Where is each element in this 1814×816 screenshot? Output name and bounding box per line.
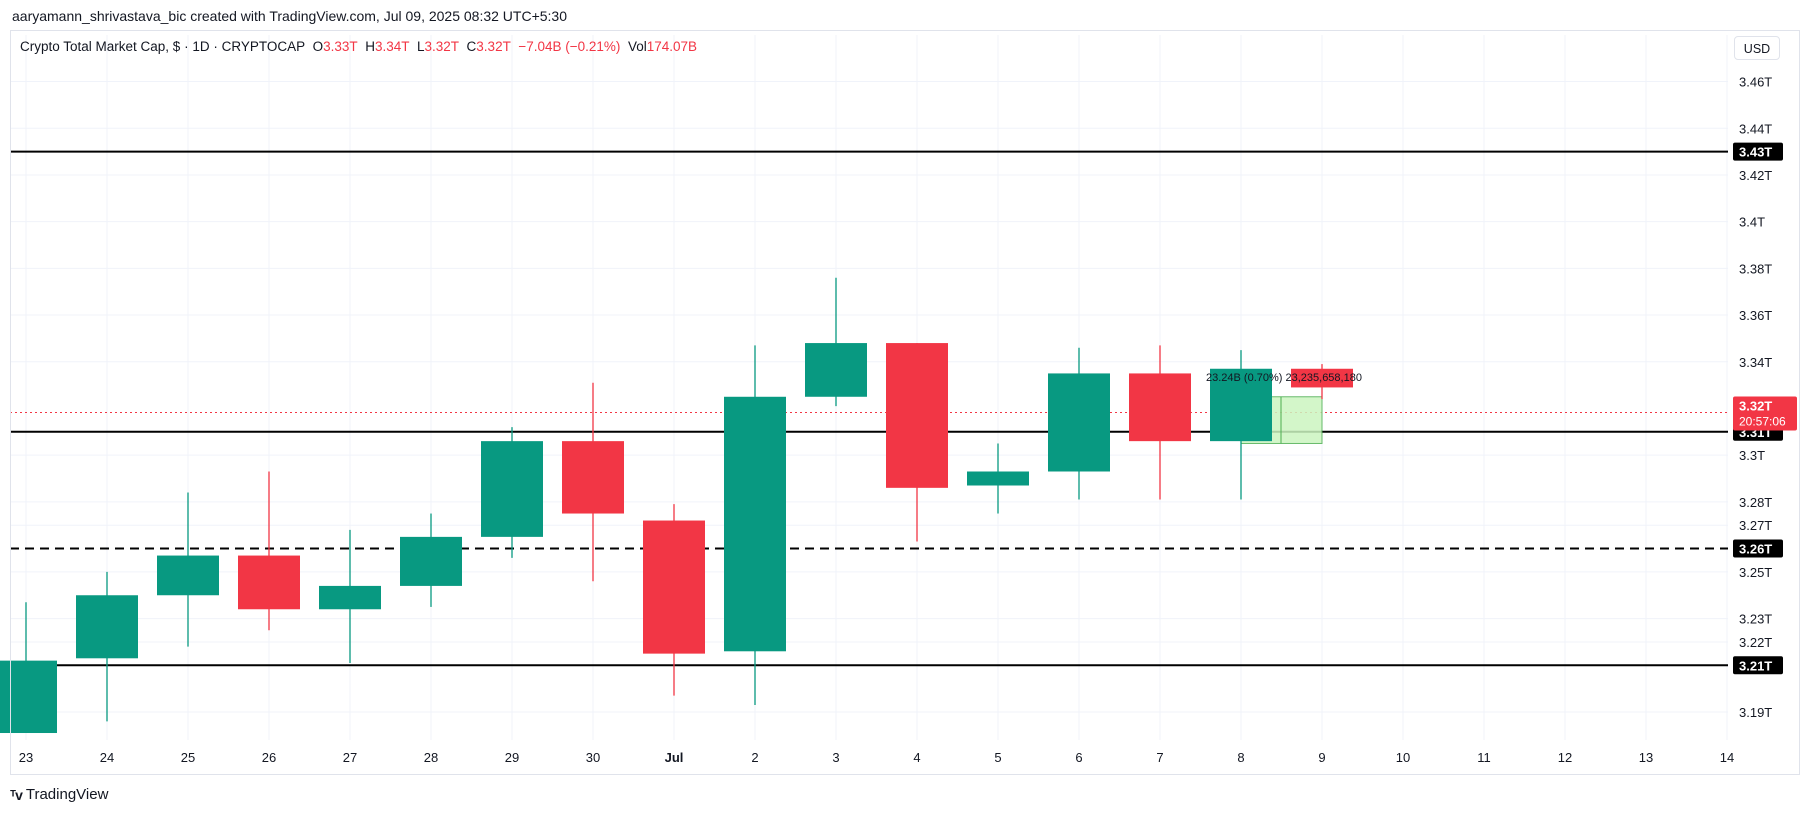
legend-high-value: 3.34T xyxy=(374,39,410,54)
tradingview-brand[interactable]: ᵀᴠ TradingView xyxy=(10,786,108,803)
x-tick-label: 24 xyxy=(100,750,114,765)
countdown-label: 20:57:06 xyxy=(1739,414,1786,428)
x-tick-label: 3 xyxy=(832,750,839,765)
y-tick-label: 3.19T xyxy=(1739,705,1772,720)
price-badge-label: 3.26T xyxy=(1739,542,1772,557)
candle-body[interactable] xyxy=(400,536,462,586)
candle-body[interactable] xyxy=(1291,368,1353,388)
last-price-label: 3.32T xyxy=(1739,398,1772,413)
candle-body[interactable] xyxy=(1048,373,1110,472)
legend-low-label: L xyxy=(416,39,425,54)
y-tick-label: 3.36T xyxy=(1739,308,1772,323)
x-tick-label: 8 xyxy=(1237,750,1244,765)
symbol-legend: Crypto Total Market Cap, $ · 1D · CRYPTO… xyxy=(20,39,697,54)
candle-body[interactable] xyxy=(238,555,300,610)
y-tick-label: 3.23T xyxy=(1739,612,1772,627)
y-tick-label: 3.4T xyxy=(1739,215,1765,230)
chart-frame xyxy=(10,30,1800,775)
candle-body[interactable] xyxy=(805,343,867,397)
y-tick-label: 3.46T xyxy=(1739,75,1772,90)
legend-close-value: 3.32T xyxy=(476,39,511,54)
y-tick-label: 3.34T xyxy=(1739,355,1772,370)
candle-body[interactable] xyxy=(481,441,543,537)
y-tick-label: 3.27T xyxy=(1739,518,1772,533)
x-tick-label: 2 xyxy=(751,750,758,765)
y-tick-label: 3.42T xyxy=(1739,168,1772,183)
y-tick-label: 3.28T xyxy=(1739,495,1772,510)
x-tick-label: 30 xyxy=(586,750,600,765)
last-price-badge xyxy=(1733,396,1797,431)
tradingview-logo-icon: ᵀᴠ xyxy=(10,786,23,803)
y-tick-label: 3.22T xyxy=(1739,635,1772,650)
y-tick-label: 3.3T xyxy=(1739,448,1765,463)
x-tick-label: 12 xyxy=(1558,750,1572,765)
legend-symbol[interactable]: Crypto Total Market Cap, $ · 1D · CRYPTO… xyxy=(20,39,306,54)
legend-open-value: 3.33T xyxy=(323,39,358,54)
x-tick-label: 23 xyxy=(19,750,33,765)
x-tick-label: 25 xyxy=(181,750,195,765)
candle-body[interactable] xyxy=(967,471,1029,486)
price-badge xyxy=(1733,142,1783,161)
x-tick-label: 11 xyxy=(1477,750,1491,765)
legend-open-label: O xyxy=(312,39,324,54)
candle-body[interactable] xyxy=(562,441,624,514)
candle-body[interactable] xyxy=(724,396,786,652)
candle-body[interactable] xyxy=(157,555,219,596)
x-tick-label: 7 xyxy=(1156,750,1163,765)
x-tick-label: 14 xyxy=(1720,750,1734,765)
y-tick-label: 3.25T xyxy=(1739,565,1772,580)
legend-volume-label: Vol xyxy=(627,39,647,54)
legend-change-value: −7.04B (−0.21%) xyxy=(518,39,621,54)
x-tick-label: 6 xyxy=(1075,750,1082,765)
price-badge xyxy=(1733,539,1783,558)
x-tick-label: 26 xyxy=(262,750,276,765)
legend-volume-value: 174.07B xyxy=(646,39,698,54)
x-tick-label: 4 xyxy=(913,750,920,765)
candle-body[interactable] xyxy=(319,585,381,610)
brand-name: TradingView xyxy=(25,786,109,803)
x-tick-label: 10 xyxy=(1396,750,1410,765)
legend-close-label: C xyxy=(466,39,477,54)
candle-body[interactable] xyxy=(1129,373,1191,442)
x-tick-label: Jul xyxy=(665,750,684,765)
price-badge-label: 3.21T xyxy=(1739,658,1772,673)
y-tick-label: 3.38T xyxy=(1739,261,1772,276)
legend-high-label: H xyxy=(365,39,375,54)
candle-body[interactable] xyxy=(643,520,705,654)
price-badge-label: 3.43T xyxy=(1739,145,1772,160)
attribution-text: aaryamann_shrivastava_bic created with T… xyxy=(12,8,568,24)
x-tick-label: 9 xyxy=(1318,750,1325,765)
x-tick-label: 29 xyxy=(505,750,519,765)
candle-body[interactable] xyxy=(1210,368,1272,442)
x-tick-label: 5 xyxy=(994,750,1001,765)
candle-body[interactable] xyxy=(0,660,57,734)
currency-button[interactable]: USD xyxy=(1734,36,1780,60)
candle-body[interactable] xyxy=(76,595,138,659)
x-tick-label: 28 xyxy=(424,750,438,765)
x-tick-label: 13 xyxy=(1639,750,1653,765)
price-badge xyxy=(1733,656,1783,675)
legend-low-value: 3.32T xyxy=(424,39,460,54)
candle-body[interactable] xyxy=(886,343,948,488)
measure-label: 23.24B (0.70%) 23,235,658,180 xyxy=(1206,372,1362,384)
x-tick-label: 27 xyxy=(343,750,357,765)
y-tick-label: 3.44T xyxy=(1739,121,1772,136)
